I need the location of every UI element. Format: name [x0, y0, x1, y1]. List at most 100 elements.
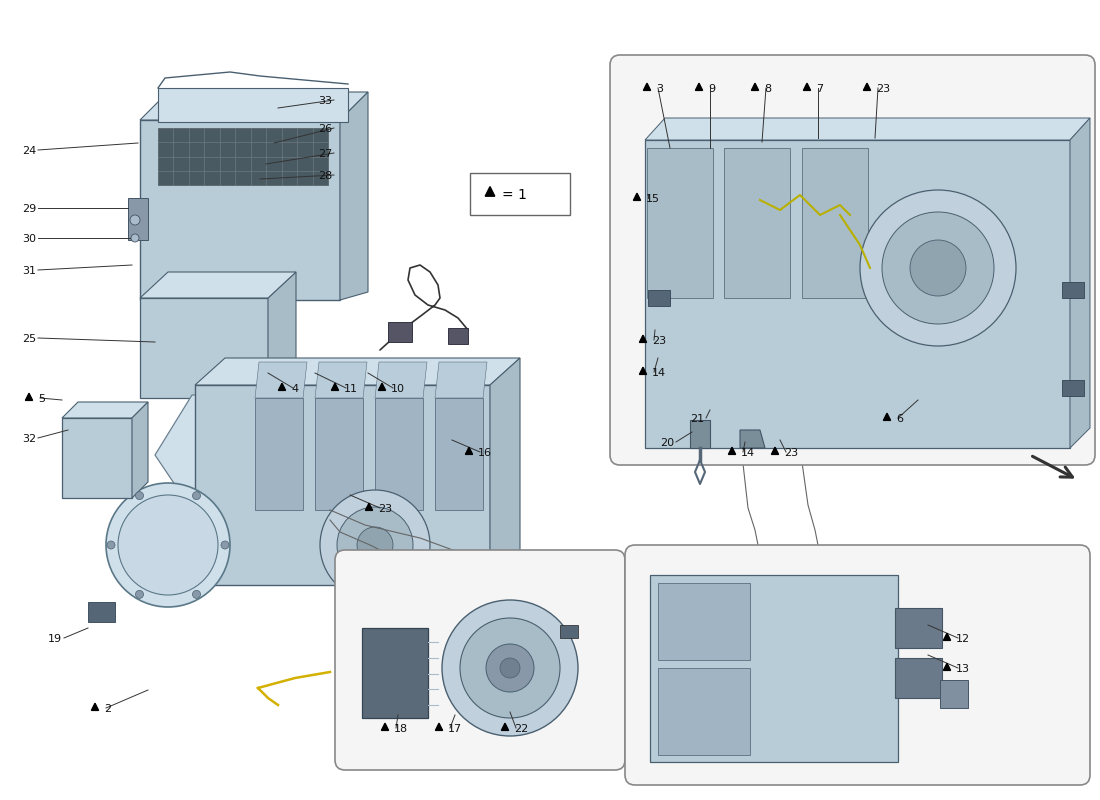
- Polygon shape: [695, 83, 703, 90]
- Polygon shape: [728, 447, 736, 454]
- Text: 29: 29: [22, 204, 36, 214]
- Text: 15: 15: [646, 194, 660, 204]
- Text: 12: 12: [956, 634, 970, 644]
- Polygon shape: [1070, 118, 1090, 448]
- Text: 33: 33: [318, 96, 332, 106]
- Bar: [647, 148, 713, 298]
- Bar: [88, 602, 116, 622]
- Circle shape: [486, 644, 534, 692]
- Polygon shape: [740, 430, 764, 448]
- Circle shape: [320, 490, 430, 600]
- Text: 3: 3: [656, 84, 663, 94]
- Circle shape: [860, 190, 1016, 346]
- Text: 8: 8: [764, 84, 771, 94]
- Polygon shape: [140, 92, 368, 120]
- Bar: [362, 628, 428, 718]
- Bar: [658, 583, 750, 660]
- Bar: [1062, 380, 1084, 396]
- Bar: [895, 608, 942, 648]
- Circle shape: [358, 527, 393, 563]
- Circle shape: [192, 590, 200, 598]
- Circle shape: [337, 507, 412, 583]
- Text: a passion for parts since...: a passion for parts since...: [262, 530, 498, 590]
- FancyBboxPatch shape: [610, 55, 1094, 465]
- Text: 5: 5: [39, 394, 45, 404]
- Text: 13: 13: [956, 664, 970, 674]
- Polygon shape: [91, 703, 99, 710]
- Circle shape: [460, 618, 560, 718]
- Text: 14: 14: [652, 368, 667, 378]
- Polygon shape: [502, 723, 508, 730]
- Text: 11: 11: [344, 384, 358, 394]
- Polygon shape: [378, 383, 386, 390]
- Text: 23: 23: [378, 504, 392, 514]
- Circle shape: [192, 492, 200, 500]
- Polygon shape: [140, 272, 296, 298]
- Polygon shape: [490, 358, 520, 585]
- Text: 14: 14: [741, 448, 755, 458]
- Circle shape: [131, 234, 139, 242]
- Circle shape: [500, 658, 520, 678]
- Polygon shape: [331, 383, 339, 390]
- Bar: [940, 680, 968, 708]
- Text: 18: 18: [394, 724, 408, 734]
- Bar: [434, 398, 483, 510]
- Polygon shape: [634, 194, 640, 200]
- Polygon shape: [436, 723, 442, 730]
- Circle shape: [882, 212, 994, 324]
- Polygon shape: [340, 92, 368, 300]
- Text: 25: 25: [22, 334, 36, 344]
- Text: 31: 31: [22, 266, 36, 276]
- Polygon shape: [365, 503, 373, 510]
- Text: 21: 21: [690, 414, 704, 424]
- Circle shape: [442, 600, 578, 736]
- FancyBboxPatch shape: [336, 550, 625, 770]
- Polygon shape: [155, 395, 310, 510]
- FancyBboxPatch shape: [625, 545, 1090, 785]
- Text: 4: 4: [292, 384, 298, 394]
- Text: 20: 20: [660, 438, 674, 448]
- Text: 32: 32: [22, 434, 36, 444]
- Circle shape: [135, 492, 143, 500]
- Polygon shape: [434, 362, 487, 398]
- Polygon shape: [883, 413, 891, 421]
- Text: 28: 28: [318, 171, 332, 181]
- Bar: [648, 290, 670, 306]
- Bar: [128, 198, 148, 240]
- Polygon shape: [771, 447, 779, 454]
- Bar: [650, 575, 898, 762]
- Polygon shape: [639, 335, 647, 342]
- Polygon shape: [140, 120, 340, 300]
- Polygon shape: [25, 393, 33, 400]
- Polygon shape: [803, 83, 811, 90]
- Bar: [658, 668, 750, 755]
- Polygon shape: [140, 298, 268, 398]
- Text: 10: 10: [390, 384, 405, 394]
- Text: 2: 2: [104, 704, 111, 714]
- Bar: [895, 658, 942, 698]
- Bar: [802, 148, 868, 298]
- Text: 6: 6: [896, 414, 903, 424]
- Polygon shape: [195, 358, 520, 385]
- Bar: [1062, 282, 1084, 298]
- Bar: [158, 128, 328, 185]
- Text: 23: 23: [784, 448, 799, 458]
- Circle shape: [106, 483, 230, 607]
- Text: = 1: = 1: [502, 188, 527, 202]
- Polygon shape: [62, 402, 149, 418]
- Polygon shape: [639, 367, 647, 374]
- Polygon shape: [690, 420, 710, 448]
- Polygon shape: [465, 447, 473, 454]
- Text: 26: 26: [318, 124, 332, 134]
- Polygon shape: [485, 186, 495, 196]
- Text: 22: 22: [514, 724, 528, 734]
- Polygon shape: [268, 272, 296, 398]
- Text: eurospé: eurospé: [175, 454, 505, 526]
- Bar: [255, 398, 302, 510]
- Polygon shape: [158, 88, 348, 122]
- Polygon shape: [132, 402, 148, 498]
- Polygon shape: [944, 663, 950, 670]
- Polygon shape: [944, 634, 950, 640]
- Polygon shape: [375, 362, 427, 398]
- Text: 27: 27: [318, 149, 332, 159]
